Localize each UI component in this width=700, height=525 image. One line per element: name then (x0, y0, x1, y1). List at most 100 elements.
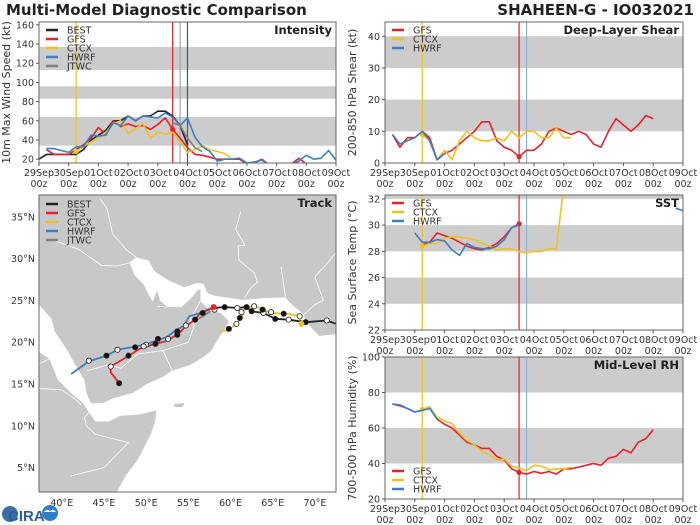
y-tick-label: 26 (368, 273, 380, 284)
legend-label-gfs: GFS (67, 209, 86, 220)
track-point-filled (236, 314, 243, 321)
x-tick-label: 02Oct (460, 168, 489, 179)
x-tick-label: 04Oct (173, 168, 202, 179)
x-tick-sublabel: 00z (436, 179, 453, 190)
marker-gfs (516, 154, 522, 160)
y-axis-label: 700-500 hPa Humidity (%) (346, 355, 359, 500)
x-tick-label: 01Oct (430, 335, 459, 346)
x-tick-sublabel: 00z (615, 515, 632, 525)
track-point-open (233, 320, 240, 327)
logo-globe-icon (2, 506, 18, 522)
x-tick-sublabel: 00z (555, 346, 572, 357)
x-tick-sublabel: 00z (525, 346, 542, 357)
x-tick-label: 04Oct (520, 168, 549, 179)
x-tick-label: 29Sep (370, 168, 400, 179)
country-border (86, 350, 173, 372)
x-tick-sublabel: 00z (466, 179, 483, 190)
track-point-open (296, 313, 303, 320)
x-tick-sublabel: 00z (436, 515, 453, 525)
panel-title: Mid-Level RH (594, 358, 679, 372)
x-tick-label: 05Oct (550, 504, 579, 515)
plot-content (385, 22, 683, 163)
x-tick-label: 09Oct (669, 335, 698, 346)
x-tick-sublabel: 00z (615, 346, 632, 357)
x-tick-sublabel: 00z (496, 346, 513, 357)
x-tick-label: 07Oct (609, 168, 638, 179)
track-point-filled (199, 309, 206, 316)
x-tick-label: 08Oct (639, 504, 668, 515)
legend-label-hwrf: HWRF (413, 217, 442, 228)
marker-gfs (516, 469, 522, 475)
track-point-filled (174, 331, 181, 338)
track-point-filled (259, 306, 266, 313)
x-tick-label: 07Oct (262, 168, 291, 179)
x-tick-sublabel: 00z (585, 179, 602, 190)
x-tick-sublabel: 00z (525, 179, 542, 190)
country-border (162, 301, 201, 351)
country-border (303, 252, 336, 315)
x-tick-label: 06Oct (579, 504, 608, 515)
series-hwrf (391, 130, 446, 161)
y-tick-label: 0 (374, 159, 380, 170)
legend-label-gfs: GFS (413, 467, 432, 478)
x-tick-sublabel: 00z (30, 179, 47, 190)
series-hwrf (414, 224, 520, 257)
panel-title: Deep-Layer Shear (563, 23, 679, 37)
track-point-filled (132, 344, 139, 351)
lat-label: 15°N (11, 380, 35, 391)
logo-text: CIRA (8, 508, 45, 525)
land (39, 351, 157, 492)
y-tick-label: 80 (22, 97, 34, 108)
country-border (70, 412, 130, 477)
y-tick-label: 30 (368, 221, 380, 232)
x-tick-label: 09Oct (669, 504, 698, 515)
lon-label: 50°E (135, 498, 158, 509)
shear-panel: 01020304029Sep00z30Sep00z01Oct00z02Oct00… (346, 21, 698, 190)
x-tick-sublabel: 00z (120, 179, 137, 190)
x-tick-sublabel: 00z (496, 515, 513, 525)
lat-label: 25°N (11, 296, 35, 307)
x-tick-sublabel: 00z (585, 346, 602, 357)
x-tick-label: 06Oct (233, 168, 262, 179)
x-tick-sublabel: 00z (555, 515, 572, 525)
x-tick-label: 02Oct (114, 168, 143, 179)
intensity-panel: 2040608010012014016029Sep00z30Sep00z01Oc… (0, 20, 351, 190)
x-tick-label: 01Oct (84, 168, 113, 179)
x-tick-sublabel: 00z (60, 179, 77, 190)
y-axis-label: 200-850 hPa Shear (kt) (346, 29, 359, 157)
x-tick-label: 05Oct (550, 335, 579, 346)
y-tick-label: 120 (16, 59, 34, 70)
plot-content (385, 195, 683, 330)
track-point-filled (192, 316, 199, 323)
y-tick-label: 20 (22, 155, 34, 166)
y-tick-label: 160 (16, 20, 34, 31)
y-tick-label: 80 (368, 388, 380, 399)
legend-label-jtwc: JTWC (66, 236, 92, 247)
y-tick-label: 140 (16, 40, 34, 51)
y-tick-label: 28 (368, 247, 380, 258)
legend-label-best: BEST (67, 200, 92, 211)
threshold-band (385, 225, 683, 252)
threshold-band (385, 36, 683, 68)
storm-id: SHAHEEN-G - IO032021 (497, 1, 694, 19)
legend-label-hwrf: HWRF (67, 53, 96, 64)
x-tick-sublabel: 00z (298, 179, 315, 190)
x-tick-label: 02Oct (460, 504, 489, 515)
legend-label-best: BEST (67, 26, 92, 37)
legend-label-gfs: GFS (413, 199, 432, 210)
logo-cloud-icon (42, 505, 58, 521)
series-ctcx (421, 127, 572, 161)
legend-label-ctcx: CTCX (67, 44, 93, 55)
x-tick-label: 30Sep (400, 335, 430, 346)
x-tick-sublabel: 00z (376, 346, 393, 357)
x-tick-label: 09Oct (669, 168, 698, 179)
lon-label: 60°E (219, 498, 242, 509)
x-tick-label: 03Oct (490, 504, 519, 515)
track-point-filled (125, 352, 132, 359)
map-content (39, 195, 336, 492)
track-point-open (251, 303, 258, 310)
x-tick-sublabel: 00z (327, 179, 344, 190)
series-hwrf (675, 207, 683, 212)
land (173, 403, 185, 407)
